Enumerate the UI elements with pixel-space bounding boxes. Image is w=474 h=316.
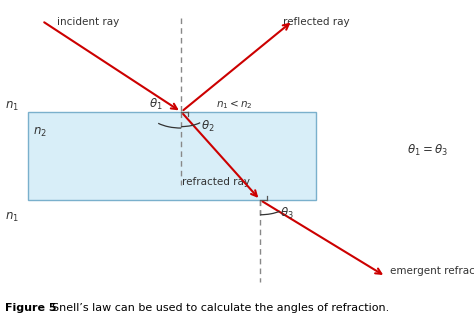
- Text: emergent refracted ray: emergent refracted ray: [390, 265, 474, 276]
- Text: $\theta_2$: $\theta_2$: [201, 119, 215, 134]
- Text: $n_1$: $n_1$: [5, 211, 18, 224]
- Text: $\theta_3$: $\theta_3$: [280, 206, 294, 221]
- Text: incident ray: incident ray: [57, 17, 119, 27]
- Text: Snell’s law can be used to calculate the angles of refraction.: Snell’s law can be used to calculate the…: [45, 303, 389, 313]
- Text: $\theta_1$: $\theta_1$: [149, 97, 163, 112]
- Text: $n_1 < n_2$: $n_1 < n_2$: [216, 98, 253, 111]
- Text: $n_2$: $n_2$: [33, 126, 46, 139]
- Text: reflected ray: reflected ray: [283, 17, 350, 27]
- Text: refracted ray: refracted ray: [182, 177, 250, 186]
- Text: Figure 5: Figure 5: [5, 303, 56, 313]
- Text: $\theta_1 = \theta_3$: $\theta_1 = \theta_3$: [407, 143, 448, 158]
- Text: $n_1$: $n_1$: [5, 100, 18, 112]
- Bar: [28, 112, 316, 200]
